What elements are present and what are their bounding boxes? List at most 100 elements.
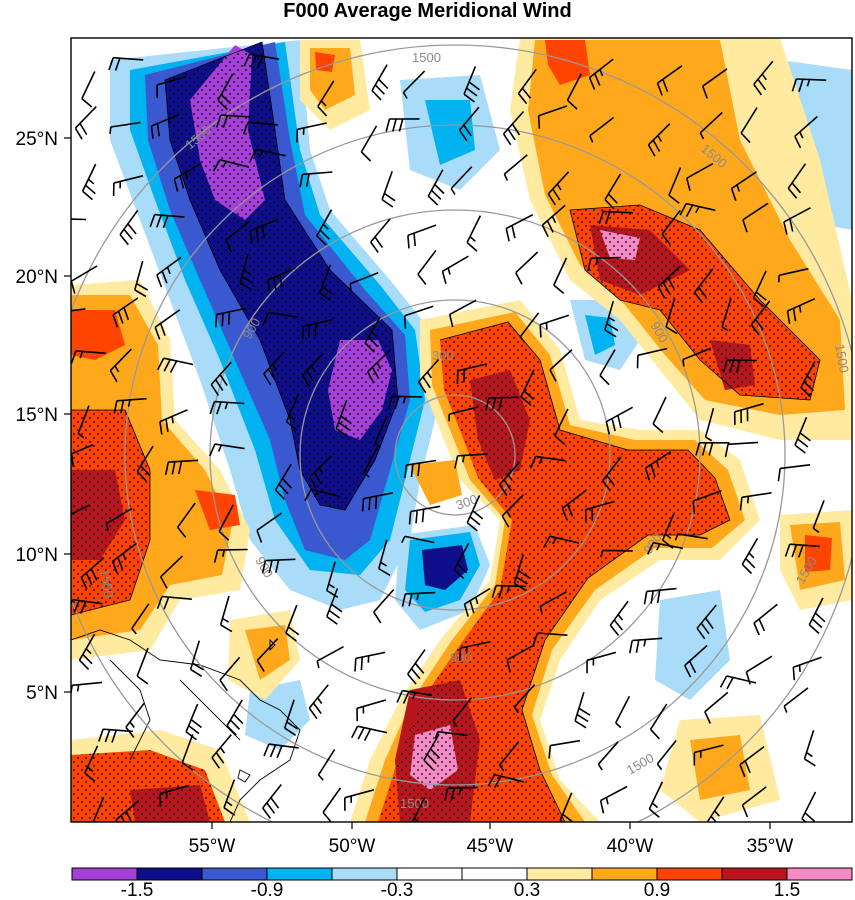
wind-barb [354, 651, 386, 672]
lon-tick-label-55: 55°W [189, 836, 236, 857]
wind-barb [213, 548, 248, 563]
wind-barb [794, 115, 818, 149]
wind-barb [599, 785, 628, 814]
wind-barb [263, 351, 285, 386]
wind-barb [520, 369, 535, 406]
wind-barb [547, 171, 570, 206]
wind-barb [319, 264, 334, 302]
wind-barb [373, 589, 395, 624]
wind-barb [695, 442, 730, 456]
lat-tick-label-5: 5°N [26, 683, 58, 704]
wind-barb [299, 171, 333, 188]
wind-barb [263, 743, 299, 759]
wind-barb [326, 561, 339, 598]
wind-barb [381, 171, 396, 208]
wind-barb [808, 597, 826, 634]
wind-barb [561, 489, 587, 521]
wind-barb [308, 684, 329, 720]
wind-barb [604, 300, 619, 338]
negative-wind-region [110, 40, 852, 750]
colorbar-box [266, 867, 333, 881]
wind-barb [692, 489, 722, 515]
wind-barb [71, 504, 91, 528]
wind-barb [417, 249, 437, 285]
wind-barb [283, 699, 299, 736]
wind-barb [243, 53, 280, 69]
wind-barb [501, 494, 524, 528]
wind-barb [604, 173, 622, 210]
wind-barb [701, 68, 728, 99]
wind-barb [131, 603, 150, 635]
wind-barb [648, 781, 664, 819]
wind-barb [791, 78, 827, 92]
wind-barb [649, 703, 668, 740]
wind-barb [647, 123, 671, 157]
wind-barb [541, 204, 566, 238]
wind-barb [159, 409, 188, 435]
wind-barb [417, 358, 440, 394]
wind-barb [242, 121, 279, 135]
wind-barb [548, 739, 581, 759]
ring-label-4: 1500 [832, 343, 852, 374]
wind-barb [506, 644, 534, 673]
wind-barb [704, 691, 729, 724]
wind-barb [721, 298, 732, 332]
wind-barb [71, 265, 98, 294]
wind-barb [219, 656, 241, 692]
wind-barb [371, 64, 389, 101]
wind-barb [452, 697, 473, 728]
wind-barb [396, 689, 433, 704]
wind-barb [212, 159, 250, 172]
wind-barb [349, 272, 379, 291]
wind-barb [542, 535, 580, 548]
wind-barb [208, 443, 245, 457]
wind-barb [309, 455, 332, 489]
latitude-axis: 25°N 20°N 15°N 10°N 5°N [16, 129, 71, 704]
wind-barb [211, 734, 232, 769]
wind-barb [215, 114, 251, 129]
wind-barb [210, 361, 232, 396]
wind-barb [209, 400, 245, 415]
wind-barb [458, 106, 480, 142]
wind-barb [566, 73, 582, 110]
wind-barb [485, 396, 519, 411]
wind-barb [262, 784, 282, 819]
wind-barb [740, 107, 758, 144]
wind-barb [733, 402, 764, 425]
wind-barb [378, 539, 391, 576]
wind-barb [502, 110, 525, 146]
colorbar-box [71, 867, 138, 881]
wind-barb [597, 741, 619, 771]
wind-barb [402, 70, 426, 99]
wind-barb [164, 459, 199, 475]
wind-barb [752, 270, 767, 307]
wind-barb [777, 464, 811, 482]
wind-barb [71, 308, 86, 312]
wind-barb [745, 655, 773, 685]
wind-barb [356, 699, 387, 722]
wind-barb [156, 76, 187, 98]
wind-barb [600, 549, 633, 558]
wind-barb [226, 699, 244, 736]
wind-barb [668, 167, 682, 204]
wind-barb [466, 495, 484, 532]
contour-outlines [71, 41, 821, 822]
wind-barb [215, 307, 247, 328]
wind-barb [387, 395, 423, 410]
wind-barb [404, 459, 437, 479]
wind-barb [783, 207, 811, 235]
wind-barb [326, 588, 343, 625]
wind-barb [778, 267, 809, 283]
colorbar-box [331, 867, 398, 881]
wind-barb [741, 786, 767, 818]
wind-barb [587, 256, 621, 272]
wind-barb [407, 224, 437, 249]
wind-barb [400, 535, 435, 544]
wind-barb [159, 555, 183, 589]
lat-tick-label-20: 20°N [16, 267, 58, 288]
wind-barb [125, 702, 145, 738]
wind-barb [159, 784, 190, 807]
wind-barb [753, 603, 778, 636]
wind-barb [423, 733, 441, 771]
